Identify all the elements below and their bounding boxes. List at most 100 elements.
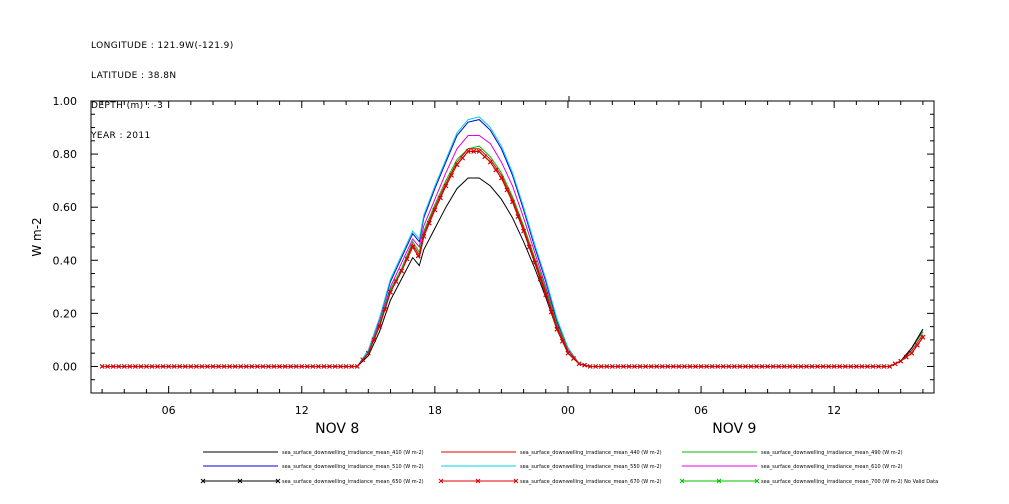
series-marker [227, 364, 233, 369]
series-marker [232, 364, 238, 369]
series-marker [804, 364, 809, 369]
legend-marker [679, 478, 685, 484]
series-marker [870, 364, 876, 369]
series-marker [609, 364, 615, 369]
series-marker [188, 364, 194, 369]
legend-label: sea_surface_downwelling_irradiance_mean_… [520, 479, 662, 485]
series-marker [515, 214, 521, 219]
series-marker [377, 324, 382, 329]
y-tick-label: 1.00 [53, 95, 78, 108]
series-marker [127, 364, 133, 369]
series-marker [121, 364, 127, 369]
series-marker [659, 364, 665, 369]
legend-label: sea_surface_downwelling_irradiance_mean_… [761, 464, 903, 470]
legend-marker [754, 478, 760, 484]
series-marker [720, 364, 726, 369]
y-tick-label: 0.40 [53, 254, 78, 267]
series-marker [177, 364, 183, 369]
series-marker [737, 364, 743, 369]
series-marker [665, 364, 671, 369]
series-marker [571, 356, 576, 361]
series-marker [388, 289, 393, 295]
x-tick-label: 12 [827, 404, 841, 417]
series-marker [504, 187, 510, 193]
legend-marker [237, 478, 243, 484]
series-marker [731, 364, 737, 369]
series-marker [748, 364, 754, 369]
legend-label: sea_surface_downwelling_irradiance_mean_… [282, 450, 424, 456]
series-marker [105, 364, 110, 369]
x-day-label: NOV 8 [315, 421, 359, 437]
series-marker [199, 364, 205, 369]
legend-label: sea_surface_downwelling_irradiance_mean_… [520, 464, 662, 470]
series-marker [266, 364, 271, 369]
legend-label: sea_surface_downwelling_irradiance_mean_… [282, 464, 424, 470]
x-tick-label: 06 [162, 404, 176, 417]
series-line [102, 150, 924, 367]
series-marker [338, 364, 343, 369]
series-marker [216, 364, 221, 369]
series-marker [166, 364, 171, 369]
series-marker [820, 364, 826, 369]
legend-label: sea_surface_downwelling_irradiance_mean_… [282, 479, 424, 485]
series-marker [709, 364, 715, 369]
series-marker [643, 364, 648, 369]
series-marker [299, 364, 305, 369]
y-tick-label: 0.00 [53, 360, 78, 373]
series-marker [637, 364, 643, 369]
series-marker [160, 364, 166, 369]
series-marker [360, 357, 366, 363]
series-marker [255, 364, 260, 369]
series-marker [648, 364, 654, 369]
series-marker [576, 361, 582, 367]
series-line [102, 145, 924, 367]
series-marker [831, 364, 837, 369]
series-marker [393, 279, 399, 284]
series-marker [687, 364, 693, 369]
series-marker [133, 364, 138, 369]
x-tick-label: 12 [295, 404, 309, 417]
x-tick-label: 00 [561, 404, 575, 417]
series-marker [510, 199, 515, 205]
chart-legend: sea_surface_downwelling_irradiance_mean_… [200, 450, 938, 485]
series-marker [543, 292, 549, 298]
series-marker [365, 350, 371, 356]
series-marker [155, 364, 160, 369]
series-marker [876, 364, 881, 369]
series-marker [537, 276, 543, 282]
year-label: YEAR : 2011 [91, 131, 151, 141]
legend-marker [716, 478, 722, 484]
series-marker [593, 364, 599, 369]
series-marker [454, 162, 460, 168]
series-marker [465, 149, 471, 154]
series-marker [354, 364, 360, 369]
series-marker [310, 364, 316, 369]
legend-label: sea_surface_downwelling_irradiance_mean_… [520, 450, 662, 456]
y-tick-label: 0.80 [53, 148, 78, 161]
series-marker [892, 361, 898, 367]
series-marker [144, 364, 149, 369]
series-marker [399, 268, 404, 274]
series-marker [704, 364, 709, 369]
series-marker [449, 172, 454, 178]
series-marker [482, 154, 488, 160]
series-marker [560, 338, 565, 344]
series-marker [532, 260, 538, 266]
series-marker [781, 364, 787, 369]
series-marker [842, 364, 848, 369]
series-marker [205, 364, 210, 369]
series-marker [499, 175, 504, 181]
series-marker [277, 364, 282, 369]
series-marker [598, 364, 604, 369]
legend-marker [438, 478, 444, 484]
plot-frame [90, 100, 935, 394]
series-marker [698, 364, 704, 369]
series-marker [548, 309, 554, 315]
series-marker [854, 364, 859, 369]
series-marker [493, 167, 499, 173]
series-marker [171, 364, 177, 369]
x-day-label: NOV 9 [712, 421, 756, 437]
series-marker [859, 364, 865, 369]
series-marker [149, 364, 155, 369]
